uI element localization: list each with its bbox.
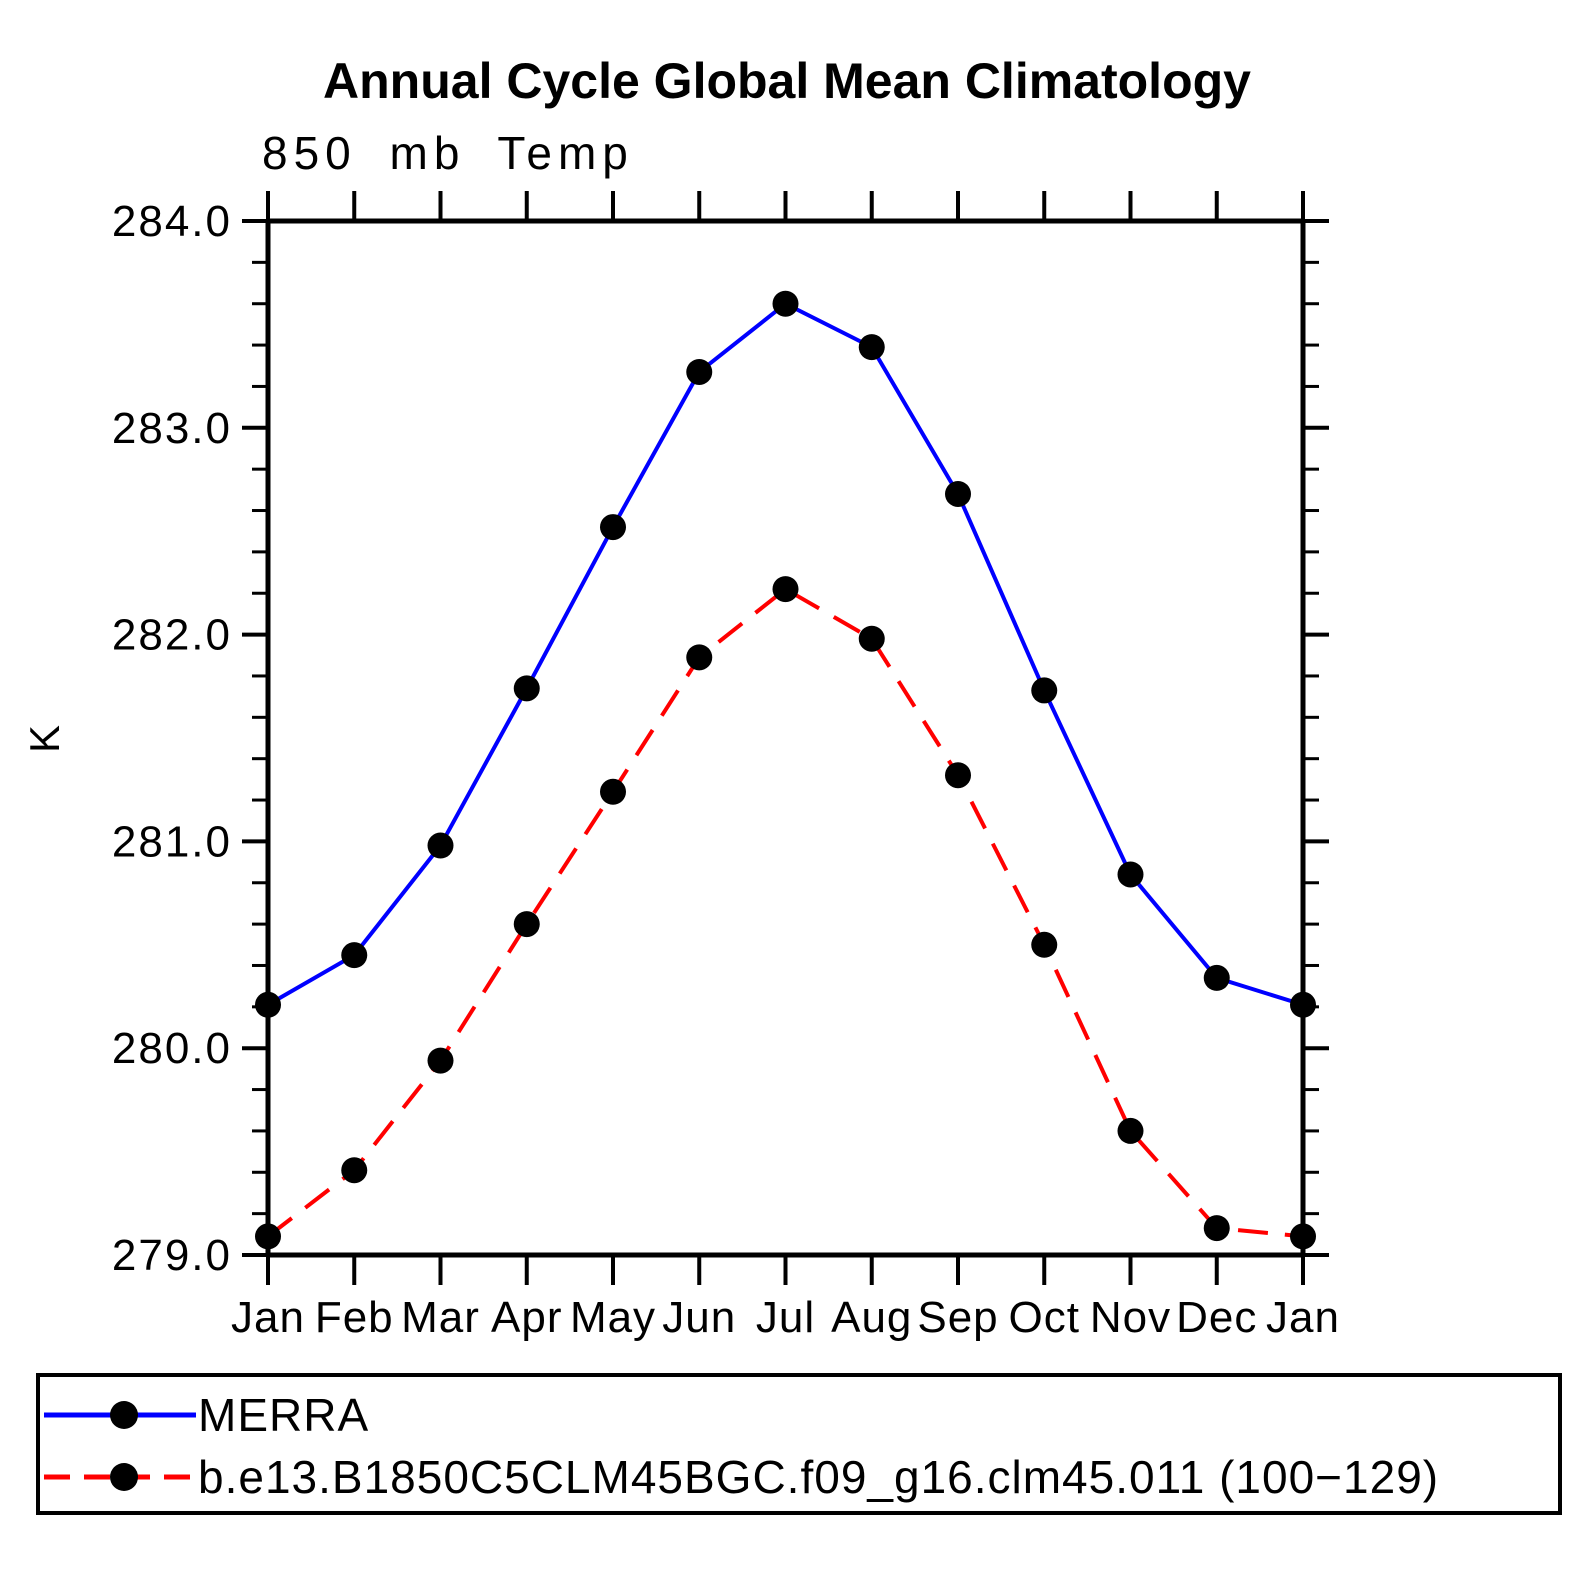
y-tick-label: 279.0	[112, 1231, 232, 1280]
data-point-marker	[1290, 991, 1316, 1018]
y-tick-label: 282.0	[112, 611, 232, 660]
x-tick-label: Jan	[231, 1293, 305, 1342]
x-tick-label: Jun	[662, 1293, 736, 1342]
data-point-marker	[513, 911, 540, 938]
x-tick-label: Jan	[1266, 1293, 1340, 1342]
data-point-marker	[427, 1047, 454, 1074]
data-point-marker	[1031, 677, 1058, 704]
data-point-marker	[1031, 931, 1058, 958]
data-point-marker	[341, 942, 368, 969]
legend-label: MERRA	[198, 1389, 370, 1441]
legend-sample-marker	[110, 1463, 138, 1491]
data-point-marker	[341, 1157, 368, 1184]
x-tick-label: Sep	[917, 1293, 998, 1342]
x-tick-label: Feb	[315, 1293, 394, 1342]
chart-subtitle: 850 mb Temp	[262, 127, 634, 179]
legend-line-sample-merra	[44, 1401, 196, 1429]
data-point-marker	[686, 358, 713, 385]
chart-title: Annual Cycle Global Mean Climatology	[323, 53, 1251, 109]
series-line-0	[267, 301, 1304, 1007]
x-tick-label: May	[570, 1293, 656, 1342]
legend-item: b.e13.B1850C5CLM45BGC.f09_g16.clm45.011 …	[44, 1451, 1440, 1503]
data-point-marker	[1117, 861, 1144, 888]
data-point-marker	[772, 576, 799, 603]
y-tick-label: 284.0	[112, 197, 232, 246]
data-point-marker	[513, 675, 540, 702]
data-point-marker	[858, 625, 885, 652]
x-tick-label: Nov	[1090, 1293, 1171, 1342]
y-tick-label: 281.0	[112, 817, 232, 866]
x-tick-label: Mar	[401, 1293, 480, 1342]
data-point-marker	[1117, 1117, 1144, 1144]
legend-sample-marker	[110, 1401, 138, 1429]
legend-box: MERRA b.e13.B1850C5CLM45BGC.f09_g16.clm4…	[36, 1373, 1562, 1515]
x-tick-label: Jul	[756, 1293, 815, 1342]
data-point-marker	[686, 644, 713, 671]
data-point-marker	[255, 1223, 281, 1250]
data-point-marker	[772, 290, 799, 317]
legend-label: b.e13.B1850C5CLM45BGC.f09_g16.clm45.011 …	[198, 1451, 1440, 1503]
data-point-marker	[1290, 1223, 1316, 1250]
x-tick-label: Aug	[831, 1293, 912, 1342]
data-point-marker	[945, 480, 971, 507]
legend-line-sample-model	[44, 1463, 196, 1491]
x-tick-label: Dec	[1176, 1293, 1257, 1342]
data-point-marker	[1203, 1215, 1230, 1242]
data-point-marker	[600, 778, 626, 805]
legend-item: MERRA	[44, 1389, 370, 1441]
y-tick-label: 280.0	[112, 1024, 232, 1073]
x-tick-label: Oct	[1009, 1293, 1080, 1342]
data-point-marker	[1203, 964, 1230, 991]
data-point-marker	[427, 832, 454, 859]
data-point-marker	[255, 991, 281, 1018]
data-point-marker	[945, 762, 971, 789]
data-point-marker	[858, 334, 885, 361]
y-tick-label: 283.0	[112, 404, 232, 453]
series-line-1	[266, 586, 1304, 1239]
x-tick-label: Apr	[491, 1293, 562, 1342]
data-point-marker	[600, 514, 626, 541]
